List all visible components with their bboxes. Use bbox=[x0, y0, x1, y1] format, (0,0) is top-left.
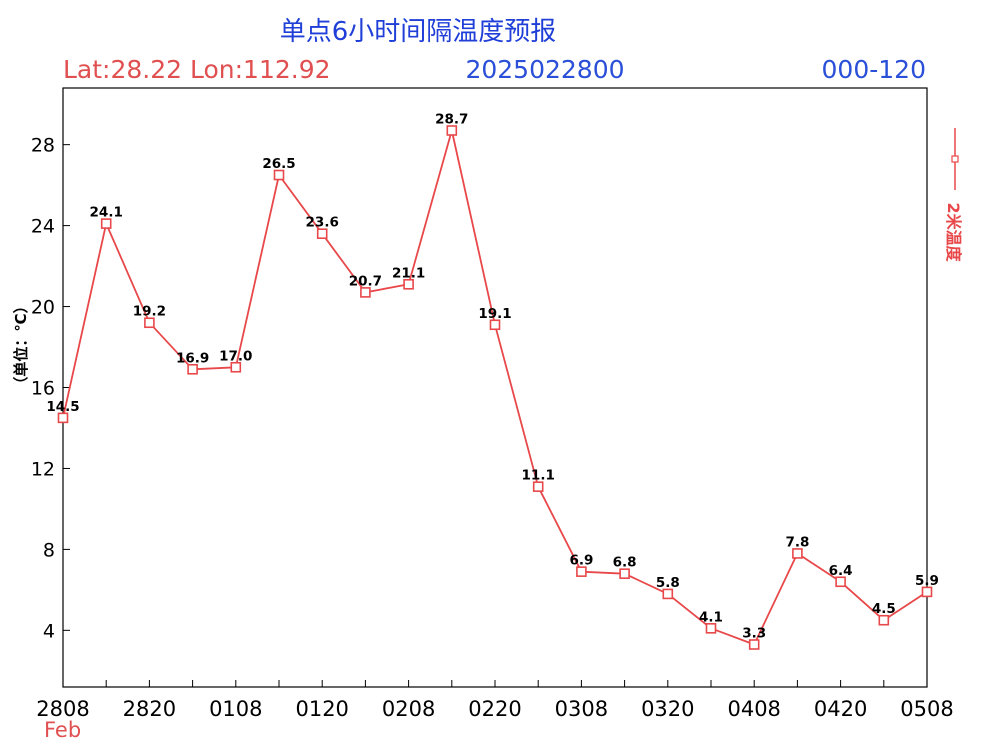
x-tick-label: 0320 bbox=[641, 697, 694, 721]
data-point-marker bbox=[57, 412, 69, 424]
legend-marker bbox=[951, 155, 959, 163]
y-tick-label: 28 bbox=[31, 135, 55, 157]
data-value-label: 3.3 bbox=[742, 626, 766, 642]
data-value-label: 24.1 bbox=[90, 205, 123, 221]
x-tick-label: 0508 bbox=[900, 697, 953, 721]
data-value-label: 28.7 bbox=[435, 111, 468, 127]
data-value-label: 19.1 bbox=[478, 306, 511, 322]
data-point-marker bbox=[792, 548, 803, 559]
x-tick-label: 0408 bbox=[727, 697, 780, 721]
data-point-marker bbox=[835, 576, 846, 588]
data-value-label: 6.9 bbox=[569, 553, 593, 569]
data-value-label: 4.5 bbox=[872, 601, 896, 617]
data-value-label: 5.9 bbox=[915, 573, 939, 589]
data-value-label: 16.9 bbox=[176, 350, 209, 366]
x-month-label: Feb bbox=[44, 718, 81, 742]
data-point-marker bbox=[273, 169, 285, 181]
data-point-marker bbox=[619, 568, 630, 579]
data-value-label: 23.6 bbox=[306, 215, 339, 231]
location-label: Lat:28.22 Lon:112.92 bbox=[63, 55, 331, 84]
data-value-label: 14.5 bbox=[46, 399, 79, 415]
data-point-marker bbox=[748, 639, 760, 650]
data-point-marker bbox=[576, 566, 587, 577]
data-point-marker bbox=[360, 287, 371, 298]
data-point-marker bbox=[144, 317, 155, 329]
data-value-label: 19.2 bbox=[133, 304, 166, 320]
y-tick-label: 20 bbox=[31, 297, 55, 319]
x-tick-label: 0420 bbox=[814, 697, 867, 721]
data-value-label: 20.7 bbox=[349, 273, 382, 289]
data-value-label: 17.0 bbox=[219, 348, 252, 364]
data-point-marker bbox=[446, 125, 458, 136]
y-tick-label: 4 bbox=[43, 620, 55, 642]
axes-layer: 4 8 12 16 20 24 28 2808 2820 0108 0120 0208 0220 0308… bbox=[31, 135, 954, 721]
init-time-label: 2025022800 bbox=[465, 55, 624, 84]
plot-frame bbox=[62, 87, 928, 688]
data-point-marker bbox=[705, 623, 717, 634]
data-point-marker bbox=[489, 319, 501, 331]
data-point-marker bbox=[187, 363, 198, 375]
chart-title: 单点6小时间隔温度预报 bbox=[280, 17, 557, 47]
data-point-marker bbox=[316, 228, 328, 240]
data-point-marker bbox=[532, 481, 544, 492]
lead-range-label: 000-120 bbox=[822, 55, 926, 84]
data-value-label: 26.5 bbox=[262, 156, 295, 172]
y-tick-label: 16 bbox=[31, 378, 55, 400]
x-tick-label: 0220 bbox=[468, 697, 521, 721]
data-point-marker bbox=[230, 361, 242, 373]
y-tick-label: 24 bbox=[31, 216, 55, 238]
x-tick-label: 0120 bbox=[295, 697, 348, 721]
y-axis-label: （单位：℃） bbox=[12, 298, 30, 391]
data-point-marker bbox=[100, 218, 112, 229]
data-value-label: 21.1 bbox=[392, 265, 425, 281]
x-tick-label: 2808 bbox=[36, 697, 89, 721]
data-value-label: 11.1 bbox=[522, 468, 555, 484]
data-value-label: 7.8 bbox=[785, 534, 809, 550]
legend: 2米温度 bbox=[944, 128, 963, 263]
data-value-label: 5.8 bbox=[656, 575, 680, 591]
data-value-label: 6.8 bbox=[613, 555, 637, 571]
data-point-marker bbox=[921, 586, 933, 598]
legend-label: 2米温度 bbox=[944, 202, 963, 262]
y-tick-label: 12 bbox=[31, 458, 55, 480]
x-tick-label: 0108 bbox=[209, 697, 262, 721]
y-tick-label: 8 bbox=[43, 539, 55, 561]
data-value-label: 4.1 bbox=[699, 609, 723, 625]
data-point-marker bbox=[403, 278, 414, 290]
data-point-marker bbox=[662, 588, 674, 600]
x-tick-label: 0308 bbox=[555, 697, 608, 721]
series-line-2m-temperature bbox=[62, 129, 928, 646]
series-layer: 14.5 24.1 19.2 16.9 17.0 26.5 23.6 20.7 21.1 28.7… bbox=[46, 111, 939, 650]
data-point-marker bbox=[878, 614, 890, 626]
x-tick-label: 0208 bbox=[382, 697, 435, 721]
data-value-label: 6.4 bbox=[829, 563, 853, 579]
x-tick-label: 2820 bbox=[123, 697, 176, 721]
